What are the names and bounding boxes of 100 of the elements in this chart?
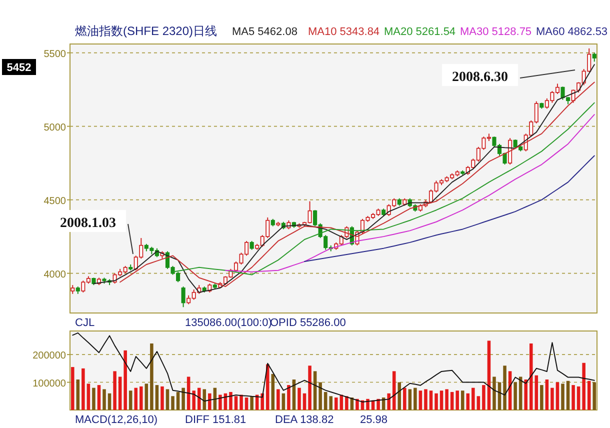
bar	[445, 389, 448, 410]
bar	[287, 385, 290, 410]
annotation: 2008.1.03	[60, 216, 116, 231]
bar	[345, 396, 348, 410]
y-tick-label: 4000	[44, 269, 66, 280]
bar	[576, 386, 580, 410]
text: MA60 4862.53	[536, 26, 608, 38]
y-tick-label: 4500	[44, 196, 66, 207]
bar	[97, 385, 101, 410]
bar	[140, 386, 143, 410]
bar	[324, 392, 328, 410]
bar	[71, 367, 74, 410]
text: DEA 138.82	[275, 414, 334, 426]
bar	[366, 398, 370, 410]
bar	[398, 382, 402, 410]
bar	[429, 390, 433, 410]
y-tick-label: 5500	[44, 48, 66, 60]
bar	[244, 398, 248, 410]
bar	[124, 350, 127, 410]
bar	[150, 343, 154, 410]
bar	[176, 392, 180, 410]
bar	[414, 388, 417, 410]
y-tick-label: 5000	[44, 122, 66, 134]
bar	[113, 371, 116, 410]
bar	[476, 396, 480, 410]
bar	[418, 390, 422, 410]
bar	[134, 388, 138, 410]
bar	[487, 340, 491, 410]
bar	[356, 398, 359, 410]
bar	[240, 394, 243, 410]
bar	[166, 389, 170, 410]
bar	[587, 380, 591, 410]
bar	[566, 380, 570, 410]
text: MA10 5343.84	[308, 26, 380, 38]
bar	[534, 375, 538, 410]
bar	[108, 393, 112, 410]
chart-title: 燃油指数(SHFE 2320)日线	[75, 24, 218, 38]
y-tick-label: 200000	[32, 350, 66, 362]
bar	[92, 388, 96, 410]
text: DIFF 151.81	[185, 414, 246, 426]
bar	[456, 390, 459, 410]
bar	[376, 398, 380, 410]
bar	[318, 382, 322, 410]
bar	[308, 366, 312, 410]
bar	[298, 388, 301, 410]
bar	[82, 368, 85, 410]
annotation: 2008.6.30	[452, 70, 508, 85]
bar	[460, 390, 464, 410]
text: MACD(12,26,10)	[75, 414, 158, 426]
bar	[86, 384, 90, 410]
bar	[424, 389, 428, 410]
bar	[482, 385, 486, 410]
bar	[329, 396, 332, 410]
bar	[440, 390, 444, 410]
bar	[276, 389, 280, 410]
bar	[76, 380, 80, 410]
bar	[192, 390, 196, 410]
bar	[144, 384, 148, 410]
bar	[545, 380, 549, 410]
bar	[229, 392, 232, 410]
bar	[514, 382, 517, 410]
bar	[529, 343, 533, 410]
bar	[250, 396, 254, 410]
bar	[556, 382, 560, 410]
bar	[334, 398, 338, 410]
bar	[387, 393, 390, 410]
text: 135086.00(100:0)	[185, 317, 272, 329]
bar	[550, 388, 554, 410]
bar	[450, 392, 454, 410]
bar	[592, 382, 596, 410]
bar	[313, 371, 317, 410]
bar	[582, 362, 586, 410]
bar	[492, 376, 496, 410]
bar	[403, 388, 406, 410]
bar	[155, 385, 159, 410]
bar	[561, 384, 564, 410]
text: MA30 5128.75	[460, 26, 532, 38]
bar	[408, 389, 412, 410]
bar	[171, 396, 174, 410]
bar	[266, 364, 270, 410]
bar	[434, 393, 438, 410]
bar	[128, 390, 132, 410]
bar	[282, 393, 286, 410]
bar	[572, 385, 575, 410]
bar	[472, 388, 475, 410]
y-tick-label: 100000	[32, 378, 66, 390]
text: MA20 5261.54	[384, 26, 456, 38]
text: CJL	[75, 317, 95, 329]
bar	[466, 393, 470, 410]
text: 25.98	[360, 414, 388, 426]
bar	[540, 385, 544, 410]
bar	[160, 386, 164, 410]
bar	[118, 376, 122, 410]
bar	[208, 393, 212, 410]
bar	[182, 388, 185, 410]
bar	[271, 374, 275, 410]
bar	[102, 389, 106, 410]
bar	[234, 396, 238, 410]
bar	[302, 393, 306, 410]
text: MA5 5462.08	[232, 26, 298, 38]
